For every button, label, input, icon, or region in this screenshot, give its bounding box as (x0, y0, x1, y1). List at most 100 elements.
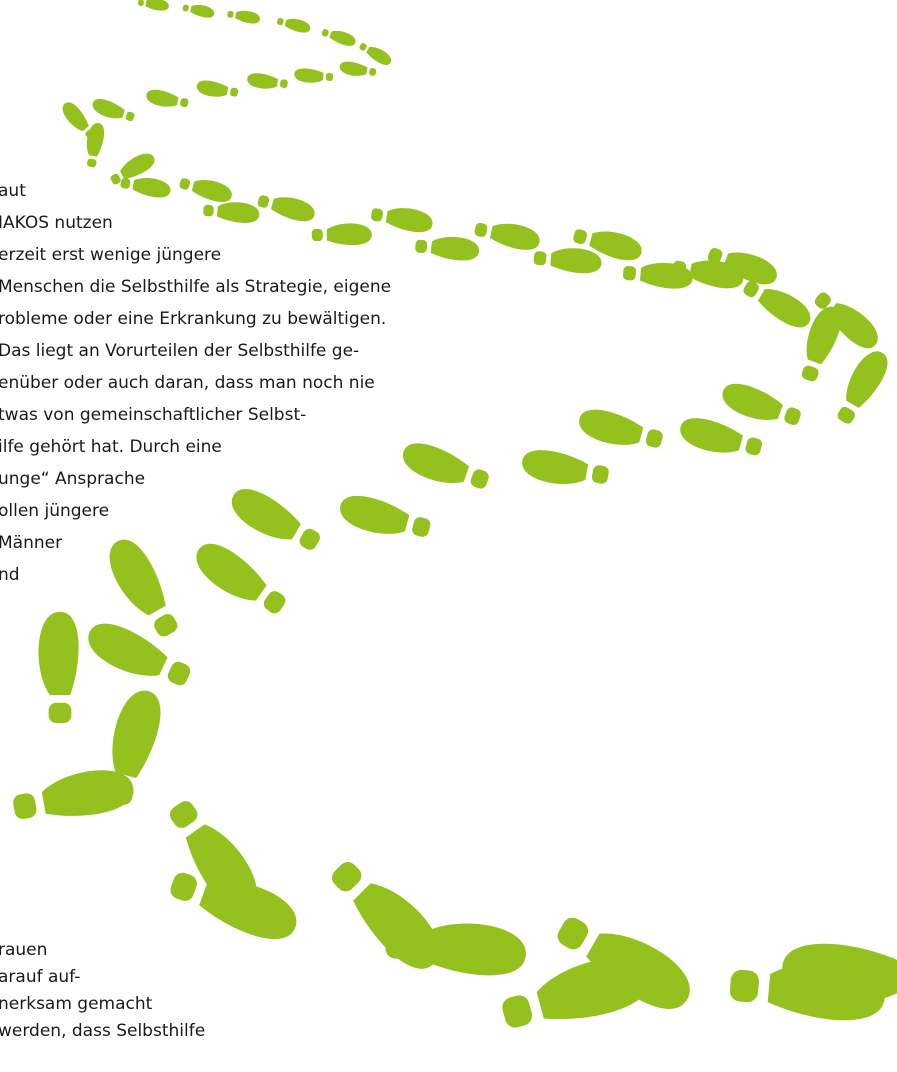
footprint-heel (312, 229, 323, 241)
text-line: Das liegt an Vorurteilen der Selbsthilfe… (0, 341, 359, 361)
footprint (575, 405, 665, 457)
footprint-sole (676, 413, 744, 458)
footprint (294, 67, 334, 84)
text-line: Menschen die Selbsthilfe als Strategie, … (0, 277, 391, 297)
footprint (357, 39, 393, 67)
footprint-sole (145, 0, 170, 12)
footprint (246, 72, 288, 92)
footprint (312, 223, 372, 245)
footprint-heel (744, 436, 763, 456)
footprint-heel (151, 611, 180, 639)
footprint-sole (430, 235, 480, 262)
page: autIAKOS nutzenerzeit erst wenige jünger… (0, 0, 897, 1072)
footprint-sole (145, 88, 179, 110)
footprint-heel (385, 929, 413, 960)
footprint-heel (500, 993, 534, 1030)
footprint-sole (519, 446, 589, 488)
text-line: ollen jüngere (0, 501, 109, 521)
footprint-heel (572, 228, 588, 245)
footprint-sole (235, 9, 261, 25)
footprint-sole (118, 149, 158, 182)
footprint-heel (109, 173, 122, 186)
footprint (829, 345, 893, 428)
footprint (137, 0, 169, 12)
footprint (276, 14, 312, 34)
text-line: robleme oder eine Erkrankung zu bewältig… (0, 309, 386, 329)
footprint (195, 79, 239, 101)
footprint-sole (90, 96, 126, 122)
footprint-sole (190, 3, 216, 19)
text-line: aut (0, 181, 26, 201)
footprint-heel (623, 266, 637, 281)
footprint-sole (294, 67, 324, 83)
text-line: unge“ Ansprache (0, 469, 145, 489)
footprint (227, 8, 261, 25)
footprint-sole (385, 205, 435, 235)
footprint-heel (359, 42, 368, 51)
footprint-sole (398, 437, 472, 490)
footprint-sole (839, 345, 894, 411)
footprint-heel (165, 659, 192, 687)
footprint-heel (257, 194, 270, 208)
footprint-heel (12, 792, 38, 820)
footprint-heel (167, 798, 201, 832)
footprint-sole (270, 193, 317, 225)
footprint-sole (195, 79, 228, 99)
footprint-sole (191, 176, 235, 205)
footprint (188, 535, 292, 623)
footprint-heel (729, 969, 760, 1003)
footprint-sole (58, 99, 91, 134)
footprint-heel (474, 222, 489, 238)
footprint-heel (411, 516, 432, 538)
text-line: erzeit erst wenige jüngere (0, 245, 221, 265)
footprint (676, 413, 764, 464)
footprint-heel (533, 251, 546, 266)
footprint-heel (591, 464, 610, 484)
footprint (739, 273, 816, 333)
footprint (224, 481, 325, 560)
footprint (336, 491, 433, 547)
footprint-path (10, 0, 897, 1039)
footprint-sole (104, 685, 167, 780)
footprint (414, 234, 480, 263)
text-line: Männer (0, 533, 62, 553)
footprint-heel (230, 87, 239, 97)
footprint-sole (38, 612, 78, 695)
text-line: arauf auf- (0, 967, 80, 987)
footprint (533, 245, 603, 275)
footprint (370, 202, 435, 235)
footprint-sole (550, 246, 603, 275)
footprint-sole (419, 919, 528, 979)
footprint (90, 96, 136, 126)
footprint-heel (87, 158, 97, 168)
footprint (203, 199, 261, 224)
footprint-heel (120, 178, 131, 190)
footprint-heel (180, 98, 189, 108)
footprint (178, 173, 234, 205)
footprint (83, 122, 107, 169)
footprint-heel (261, 588, 288, 616)
footprint-heel (370, 208, 383, 222)
footprint-sole (99, 533, 172, 621)
footprint-heel (369, 68, 377, 77)
footprint-heel (328, 858, 365, 895)
text-line: werden, dass Selbsthilfe (0, 1021, 205, 1041)
footprint (145, 88, 190, 112)
footprint-sole (132, 175, 172, 199)
footprint-sole (284, 17, 312, 35)
footprint-heel (138, 0, 144, 6)
footprint (10, 764, 137, 828)
footprint (398, 437, 493, 498)
footprint (339, 60, 378, 79)
footprint-sole (188, 535, 271, 609)
footprint-heel (783, 406, 803, 427)
text-line: enüber oder auch daran, dass man noch ni… (0, 373, 375, 393)
footprint-heel (297, 526, 322, 552)
footprint-heel (280, 79, 288, 88)
footprint (320, 25, 357, 48)
footprint-heel (836, 405, 857, 426)
footprint-heel (125, 111, 135, 122)
footprint (38, 612, 78, 723)
footprint-heel (469, 468, 490, 491)
footprint-heel (645, 428, 664, 449)
